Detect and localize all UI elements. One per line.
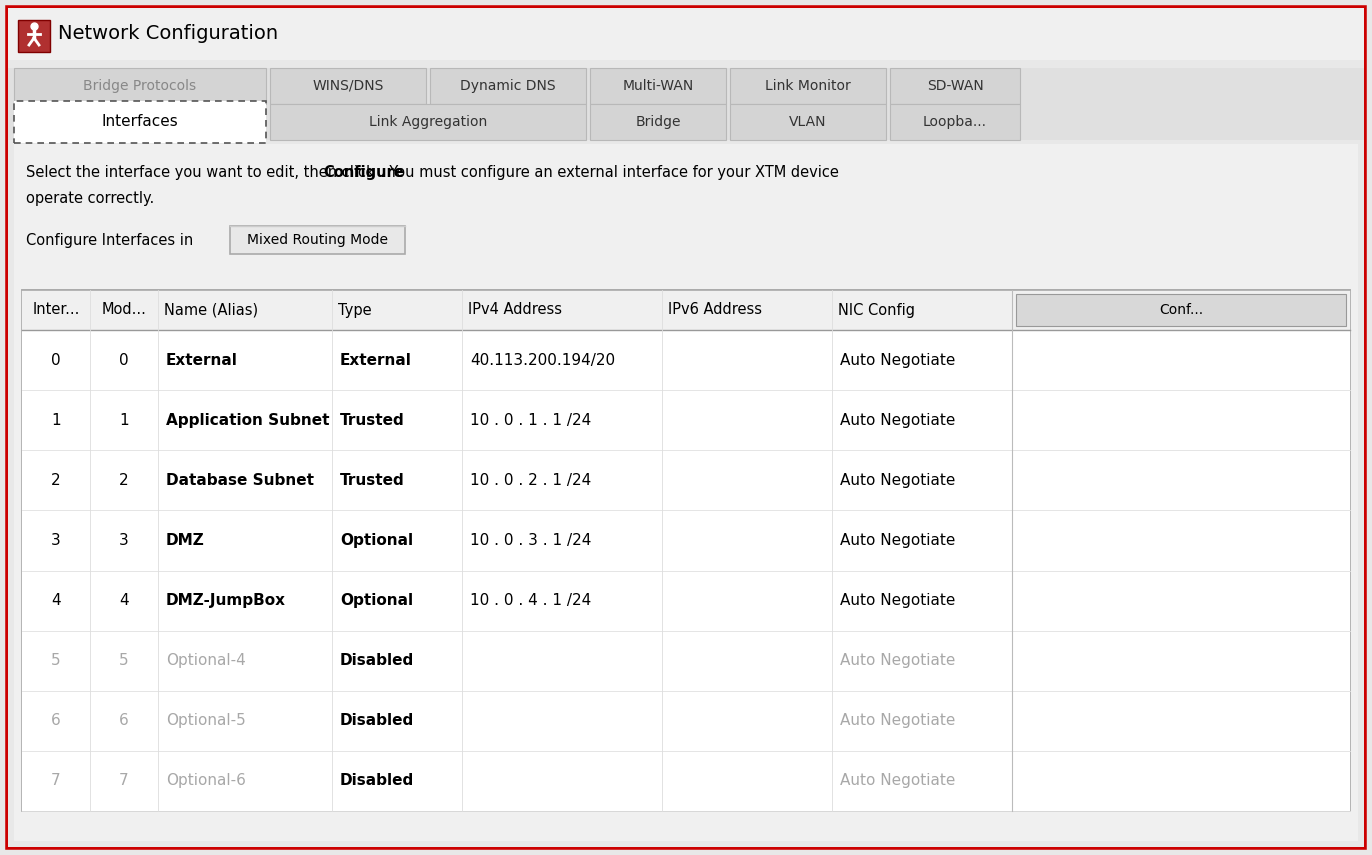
Bar bbox=[22, 691, 1350, 751]
Bar bbox=[590, 68, 726, 104]
Text: 7: 7 bbox=[51, 774, 60, 788]
Bar bbox=[22, 290, 1350, 330]
Bar bbox=[18, 20, 49, 52]
Bar bbox=[8, 8, 1364, 60]
Text: Bridge: Bridge bbox=[635, 115, 681, 129]
Text: IPv4 Address: IPv4 Address bbox=[468, 303, 563, 317]
Text: 6: 6 bbox=[119, 713, 129, 728]
Bar bbox=[590, 104, 726, 140]
Text: Disabled: Disabled bbox=[340, 653, 414, 669]
Text: 10 . 0 . 2 . 1 /24: 10 . 0 . 2 . 1 /24 bbox=[471, 473, 591, 488]
Text: 6: 6 bbox=[51, 713, 60, 728]
Text: 7: 7 bbox=[119, 774, 129, 788]
Text: Conf...: Conf... bbox=[1159, 303, 1203, 317]
Text: 0: 0 bbox=[119, 352, 129, 368]
Text: 4: 4 bbox=[51, 593, 60, 608]
Bar bbox=[14, 68, 266, 104]
Text: Name (Alias): Name (Alias) bbox=[165, 303, 258, 317]
Bar bbox=[22, 451, 1350, 510]
Text: 5: 5 bbox=[51, 653, 60, 669]
Text: Auto Negotiate: Auto Negotiate bbox=[840, 774, 955, 788]
Text: Mod...: Mod... bbox=[102, 303, 147, 317]
Bar bbox=[1017, 294, 1346, 326]
Text: Configure: Configure bbox=[324, 164, 405, 180]
Text: 40.113.200.194/20: 40.113.200.194/20 bbox=[471, 352, 615, 368]
Text: Database Subnet: Database Subnet bbox=[166, 473, 314, 488]
Bar bbox=[22, 631, 1350, 691]
Text: Bridge Protocols: Bridge Protocols bbox=[84, 79, 196, 93]
Text: 2: 2 bbox=[51, 473, 60, 488]
Text: Optional-4: Optional-4 bbox=[166, 653, 246, 669]
Text: Trusted: Trusted bbox=[340, 473, 405, 488]
Bar bbox=[22, 290, 1350, 811]
Bar bbox=[270, 104, 586, 140]
Text: Optional: Optional bbox=[340, 533, 413, 548]
Bar bbox=[730, 104, 886, 140]
Text: Network Configuration: Network Configuration bbox=[58, 25, 279, 44]
Text: Disabled: Disabled bbox=[340, 713, 414, 728]
Text: Auto Negotiate: Auto Negotiate bbox=[840, 533, 955, 548]
Bar bbox=[230, 226, 405, 254]
Text: Auto Negotiate: Auto Negotiate bbox=[840, 352, 955, 368]
Text: Loopba...: Loopba... bbox=[923, 115, 986, 129]
Text: Link Monitor: Link Monitor bbox=[766, 79, 851, 93]
Text: Auto Negotiate: Auto Negotiate bbox=[840, 713, 955, 728]
Bar bbox=[730, 68, 886, 104]
Text: Trusted: Trusted bbox=[340, 413, 405, 428]
Text: Link Aggregation: Link Aggregation bbox=[369, 115, 487, 129]
Text: 10 . 0 . 4 . 1 /24: 10 . 0 . 4 . 1 /24 bbox=[471, 593, 591, 608]
Text: Optional-5: Optional-5 bbox=[166, 713, 246, 728]
Text: Auto Negotiate: Auto Negotiate bbox=[840, 413, 955, 428]
Text: 0: 0 bbox=[51, 352, 60, 368]
Text: DMZ-JumpBox: DMZ-JumpBox bbox=[166, 593, 285, 608]
Text: Disabled: Disabled bbox=[340, 774, 414, 788]
Text: Type: Type bbox=[338, 303, 372, 317]
Text: Auto Negotiate: Auto Negotiate bbox=[840, 593, 955, 608]
Text: External: External bbox=[166, 352, 237, 368]
Text: NIC Config: NIC Config bbox=[838, 303, 915, 317]
Text: Multi-WAN: Multi-WAN bbox=[623, 79, 694, 93]
Text: operate correctly.: operate correctly. bbox=[26, 191, 154, 205]
Text: DMZ: DMZ bbox=[166, 533, 204, 548]
Text: Auto Negotiate: Auto Negotiate bbox=[840, 653, 955, 669]
Text: Configure Interfaces in: Configure Interfaces in bbox=[26, 233, 193, 247]
Text: IPv6 Address: IPv6 Address bbox=[668, 303, 761, 317]
Bar bbox=[22, 751, 1350, 811]
Text: VLAN: VLAN bbox=[789, 115, 827, 129]
Text: Mixed Routing Mode: Mixed Routing Mode bbox=[247, 233, 388, 247]
Text: Select the interface you want to edit, then click: Select the interface you want to edit, t… bbox=[26, 164, 379, 180]
Text: Dynamic DNS: Dynamic DNS bbox=[460, 79, 556, 93]
Text: 10 . 0 . 3 . 1 /24: 10 . 0 . 3 . 1 /24 bbox=[471, 533, 591, 548]
Text: Optional: Optional bbox=[340, 593, 413, 608]
Bar bbox=[14, 144, 1358, 841]
Text: 5: 5 bbox=[119, 653, 129, 669]
Text: 4: 4 bbox=[119, 593, 129, 608]
Text: 1: 1 bbox=[51, 413, 60, 428]
Text: 3: 3 bbox=[119, 533, 129, 548]
Text: Optional-6: Optional-6 bbox=[166, 774, 246, 788]
Text: SD-WAN: SD-WAN bbox=[926, 79, 984, 93]
Bar bbox=[22, 390, 1350, 451]
Bar bbox=[270, 68, 425, 104]
Text: 1: 1 bbox=[119, 413, 129, 428]
Bar bbox=[8, 68, 1364, 140]
Text: WINS/DNS: WINS/DNS bbox=[313, 79, 384, 93]
Text: . You must configure an external interface for your XTM device: . You must configure an external interfa… bbox=[380, 164, 838, 180]
Text: 2: 2 bbox=[119, 473, 129, 488]
Text: External: External bbox=[340, 352, 412, 368]
Text: 10 . 0 . 1 . 1 /24: 10 . 0 . 1 . 1 /24 bbox=[471, 413, 591, 428]
Text: Application Subnet: Application Subnet bbox=[166, 413, 329, 428]
Bar bbox=[429, 68, 586, 104]
Text: Interfaces: Interfaces bbox=[102, 115, 178, 129]
Bar bbox=[22, 570, 1350, 631]
Bar bbox=[22, 510, 1350, 570]
Text: Auto Negotiate: Auto Negotiate bbox=[840, 473, 955, 488]
Bar bbox=[14, 101, 266, 143]
Text: 3: 3 bbox=[51, 533, 60, 548]
Bar bbox=[22, 330, 1350, 390]
Bar bbox=[890, 104, 1019, 140]
Text: Inter...: Inter... bbox=[33, 303, 80, 317]
Text: Conf...: Conf... bbox=[1158, 303, 1205, 317]
Bar bbox=[890, 68, 1019, 104]
